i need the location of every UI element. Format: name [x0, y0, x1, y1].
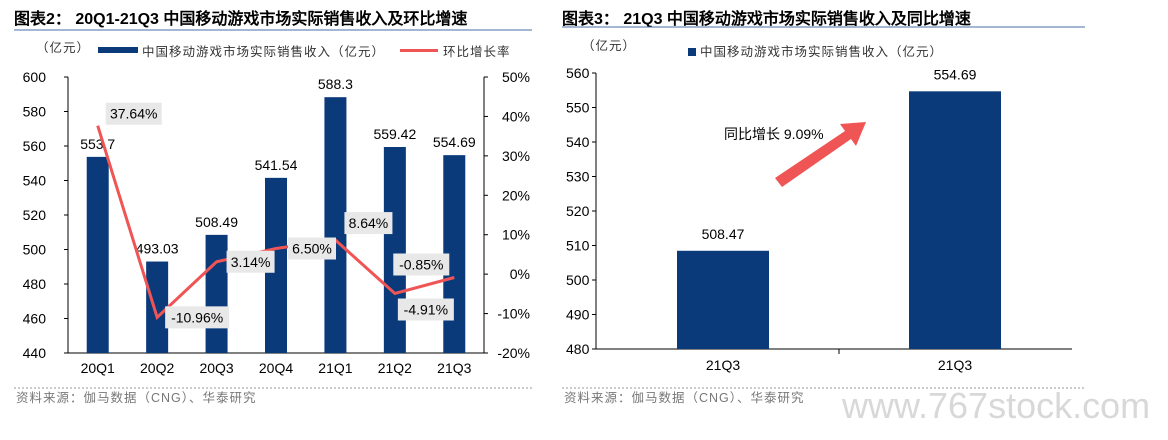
y-tick-label: 520 [23, 207, 47, 223]
revenue-data-label: 541.54 [255, 157, 298, 173]
revenue-data-label: 493.03 [136, 241, 179, 257]
chart2-plot: 480 490 500 510 520 530 540 550 560 508.47 21Q3 554… [566, 65, 1072, 373]
growth-label-box [226, 250, 275, 273]
chart1-legend-line-swatch [400, 49, 438, 52]
y-tick-label: 520 [566, 203, 590, 219]
revenue-bar [205, 234, 228, 353]
chart1-title: 图表2： 20Q1-21Q3 中国移动游戏市场实际销售收入及环比增速 [14, 9, 467, 28]
y-tick-label: 580 [23, 104, 47, 120]
y-tick-label: 540 [566, 134, 590, 150]
y2-tick-label: 20% [502, 187, 530, 203]
chart2-unit-label: （亿元） [582, 38, 636, 53]
chart1-source: 资料来源：伽马数据（CNG）、华泰研究 [16, 390, 257, 405]
y2-tick-label: 30% [502, 148, 530, 164]
growth-data-label: 8.64% [349, 215, 389, 231]
x-tick-label: 20Q3 [199, 360, 233, 376]
revenue-bar [86, 156, 109, 353]
y-tick-label: 530 [566, 169, 590, 185]
x-tick-label: 21Q3 [938, 357, 972, 373]
growth-data-label: -4.91% [404, 302, 448, 318]
y-tick-label: 550 [566, 100, 590, 116]
y-tick-label: 560 [566, 65, 590, 81]
growth-label-box [397, 298, 454, 321]
y-tick-label: 480 [23, 276, 47, 292]
x-tick-label: 21Q3 [437, 360, 471, 376]
y-tick-label: 560 [23, 138, 47, 154]
y-tick-label: 540 [23, 173, 47, 189]
x-tick-label: 21Q2 [378, 360, 412, 376]
growth-data-label: 6.50% [292, 241, 332, 257]
revenue-data-label: 508.49 [195, 214, 238, 230]
y-tick-label: 510 [566, 238, 590, 254]
y-tick-label: 460 [23, 311, 47, 327]
growth-label-box [344, 212, 393, 235]
growth-data-label: -10.96% [171, 309, 223, 325]
chart2-legend-swatch [688, 48, 696, 56]
y2-tick-label: 0% [510, 266, 530, 282]
revenue-data-label: 554.69 [934, 66, 977, 82]
y2-tick-label: 10% [502, 227, 530, 243]
x-tick-label: 20Q4 [259, 360, 293, 376]
growth-line [96, 125, 455, 321]
growth-label-box [393, 253, 450, 276]
x-tick-label: 20Q1 [81, 360, 115, 376]
watermark: www.767stock.com [841, 385, 1150, 426]
growth-data-label: 37.64% [110, 106, 157, 122]
chart2-growth-arrow [775, 122, 866, 187]
growth-data-label: -0.85% [399, 256, 443, 272]
y2-tick-label: 40% [502, 108, 530, 124]
y-tick-label: 500 [566, 272, 590, 288]
y2-tick-label: -10% [497, 306, 530, 322]
chart2-title: 图表3： 21Q3 中国移动游戏市场实际销售收入及同比增速 [562, 9, 971, 28]
y-tick-label: 480 [566, 341, 590, 357]
y-tick-label: 490 [566, 307, 590, 323]
chart2-legend-label: 中国移动游戏市场实际销售收入（亿元） [700, 44, 943, 59]
chart2-annotation: 同比增长 9.09% [724, 126, 824, 142]
chart1-plot: 440 460 480 500 520 540 560 580 600 -20% -10% 0% 10%… [23, 69, 530, 376]
x-tick-label: 20Q2 [140, 360, 174, 376]
growth-data-label: 3.14% [231, 254, 271, 270]
chart1-legend-line-label: 环比增长率 [443, 44, 511, 59]
y-tick-label: 600 [23, 69, 47, 85]
growth-label-box [105, 102, 162, 125]
revenue-data-label: 559.42 [373, 126, 416, 142]
revenue-data-label: 508.47 [702, 226, 745, 242]
y2-tick-label: -20% [497, 345, 530, 361]
revenue-bar [324, 97, 347, 354]
x-tick-label: 21Q3 [706, 357, 740, 373]
revenue-data-label: 553.7 [80, 136, 115, 152]
revenue-data-label: 588.3 [318, 76, 353, 92]
revenue-bar [383, 147, 406, 353]
chart2-source: 资料来源：伽马数据（CNG）、华泰研究 [564, 390, 805, 405]
chart1-unit-label: （亿元） [36, 40, 90, 55]
y2-tick-label: 50% [502, 69, 530, 85]
y-tick-label: 500 [23, 242, 47, 258]
x-tick-label: 21Q1 [318, 360, 352, 376]
growth-label-box [288, 237, 336, 260]
revenue-data-label: 554.69 [433, 134, 476, 150]
revenue-bar [265, 177, 287, 353]
chart1-legend-bar-swatch [98, 47, 138, 53]
revenue-bar [677, 250, 769, 349]
chart1-legend-bar-label: 中国移动游戏市场实际销售收入（亿元） [142, 44, 385, 59]
revenue-bar [909, 91, 1001, 350]
growth-label-box [165, 306, 230, 329]
y-tick-label: 440 [23, 345, 47, 361]
revenue-bar [146, 261, 169, 353]
